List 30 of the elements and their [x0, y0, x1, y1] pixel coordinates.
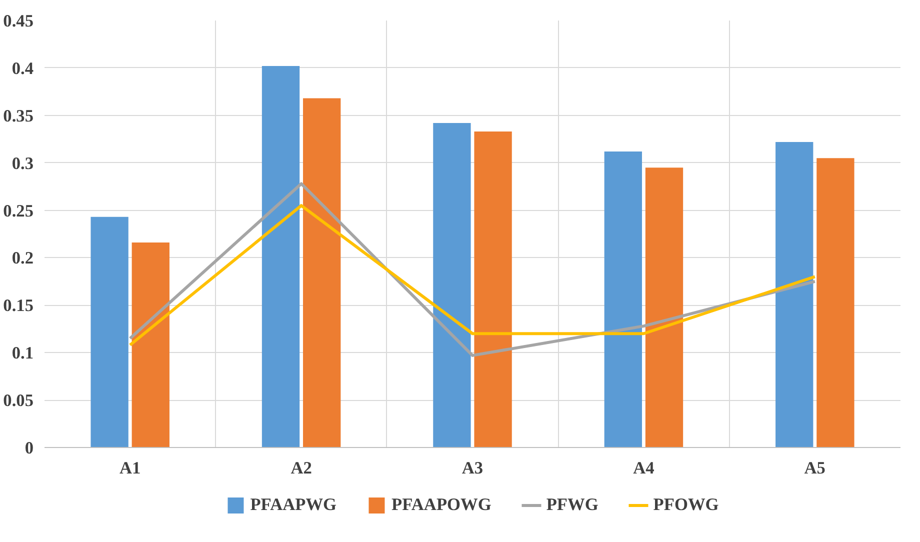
x-tick-label: A1 [120, 458, 141, 478]
legend-label: PFWG [546, 495, 598, 515]
bar [303, 98, 341, 448]
bar [433, 122, 471, 448]
x-tick-label: A3 [462, 458, 484, 478]
bar [474, 132, 512, 448]
x-tick-label: A5 [804, 458, 826, 478]
line-series [128, 204, 816, 347]
y-tick-label: 0 [24, 438, 34, 458]
bar [604, 151, 642, 448]
bar [776, 142, 814, 448]
y-tick-label: 0.15 [3, 296, 34, 316]
bar [645, 168, 684, 448]
bar [132, 242, 170, 448]
legend-label: PFAAPOWG [392, 495, 492, 515]
legend-label: PFOWG [653, 495, 719, 515]
y-tick-label: 0.45 [3, 12, 34, 30]
x-tick-label: A2 [290, 458, 312, 478]
x-tick-label: A4 [633, 458, 655, 478]
y-tick-label: 0.2 [12, 248, 34, 268]
bar [816, 158, 854, 448]
y-tick-label: 0.1 [12, 344, 34, 363]
y-tick-label: 0.25 [3, 201, 34, 220]
y-tick-label: 0.05 [3, 391, 34, 410]
bar [90, 216, 128, 448]
y-tick-label: 0.4 [12, 58, 34, 78]
y-tick-label: 0.3 [12, 154, 34, 173]
legend-label: PFAAPWG [250, 495, 337, 515]
bar [262, 66, 300, 448]
y-tick-label: 0.35 [3, 106, 34, 126]
